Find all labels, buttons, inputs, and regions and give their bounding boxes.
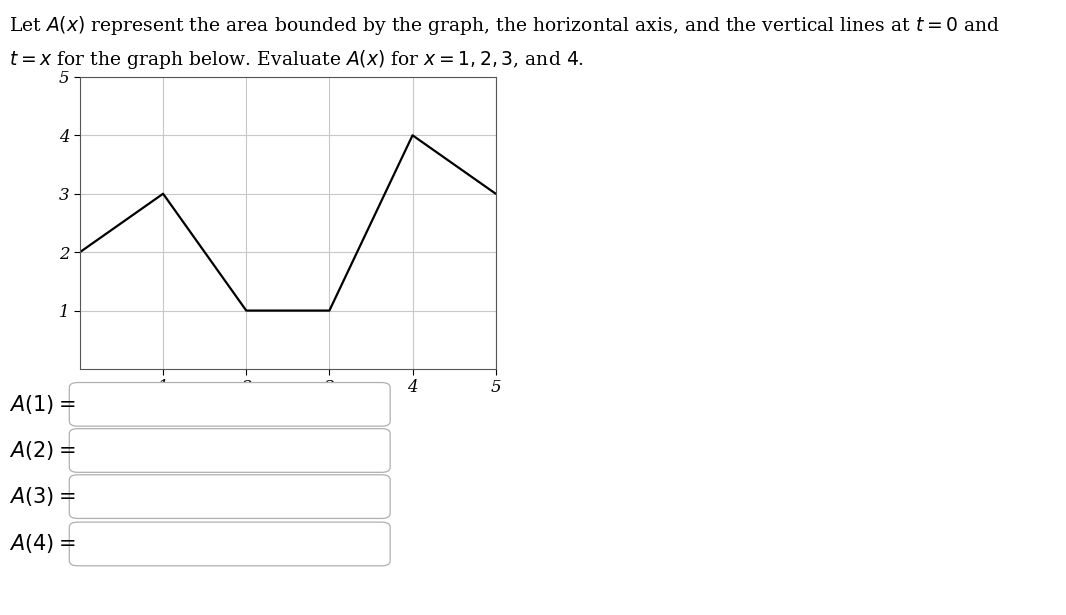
Text: $t = x$ for the graph below. Evaluate $A(x)$ for $x = 1, 2, 3$, and $4$.: $t = x$ for the graph below. Evaluate $A…: [9, 48, 583, 71]
Text: $A(3) =$: $A(3) =$: [9, 485, 75, 508]
Text: $A(1) =$: $A(1) =$: [9, 393, 75, 416]
Text: $A(2) =$: $A(2) =$: [9, 439, 75, 462]
Text: Let $A(x)$ represent the area bounded by the graph, the horizontal axis, and the: Let $A(x)$ represent the area bounded by…: [9, 14, 1000, 36]
Text: $A(4) =$: $A(4) =$: [9, 533, 75, 555]
